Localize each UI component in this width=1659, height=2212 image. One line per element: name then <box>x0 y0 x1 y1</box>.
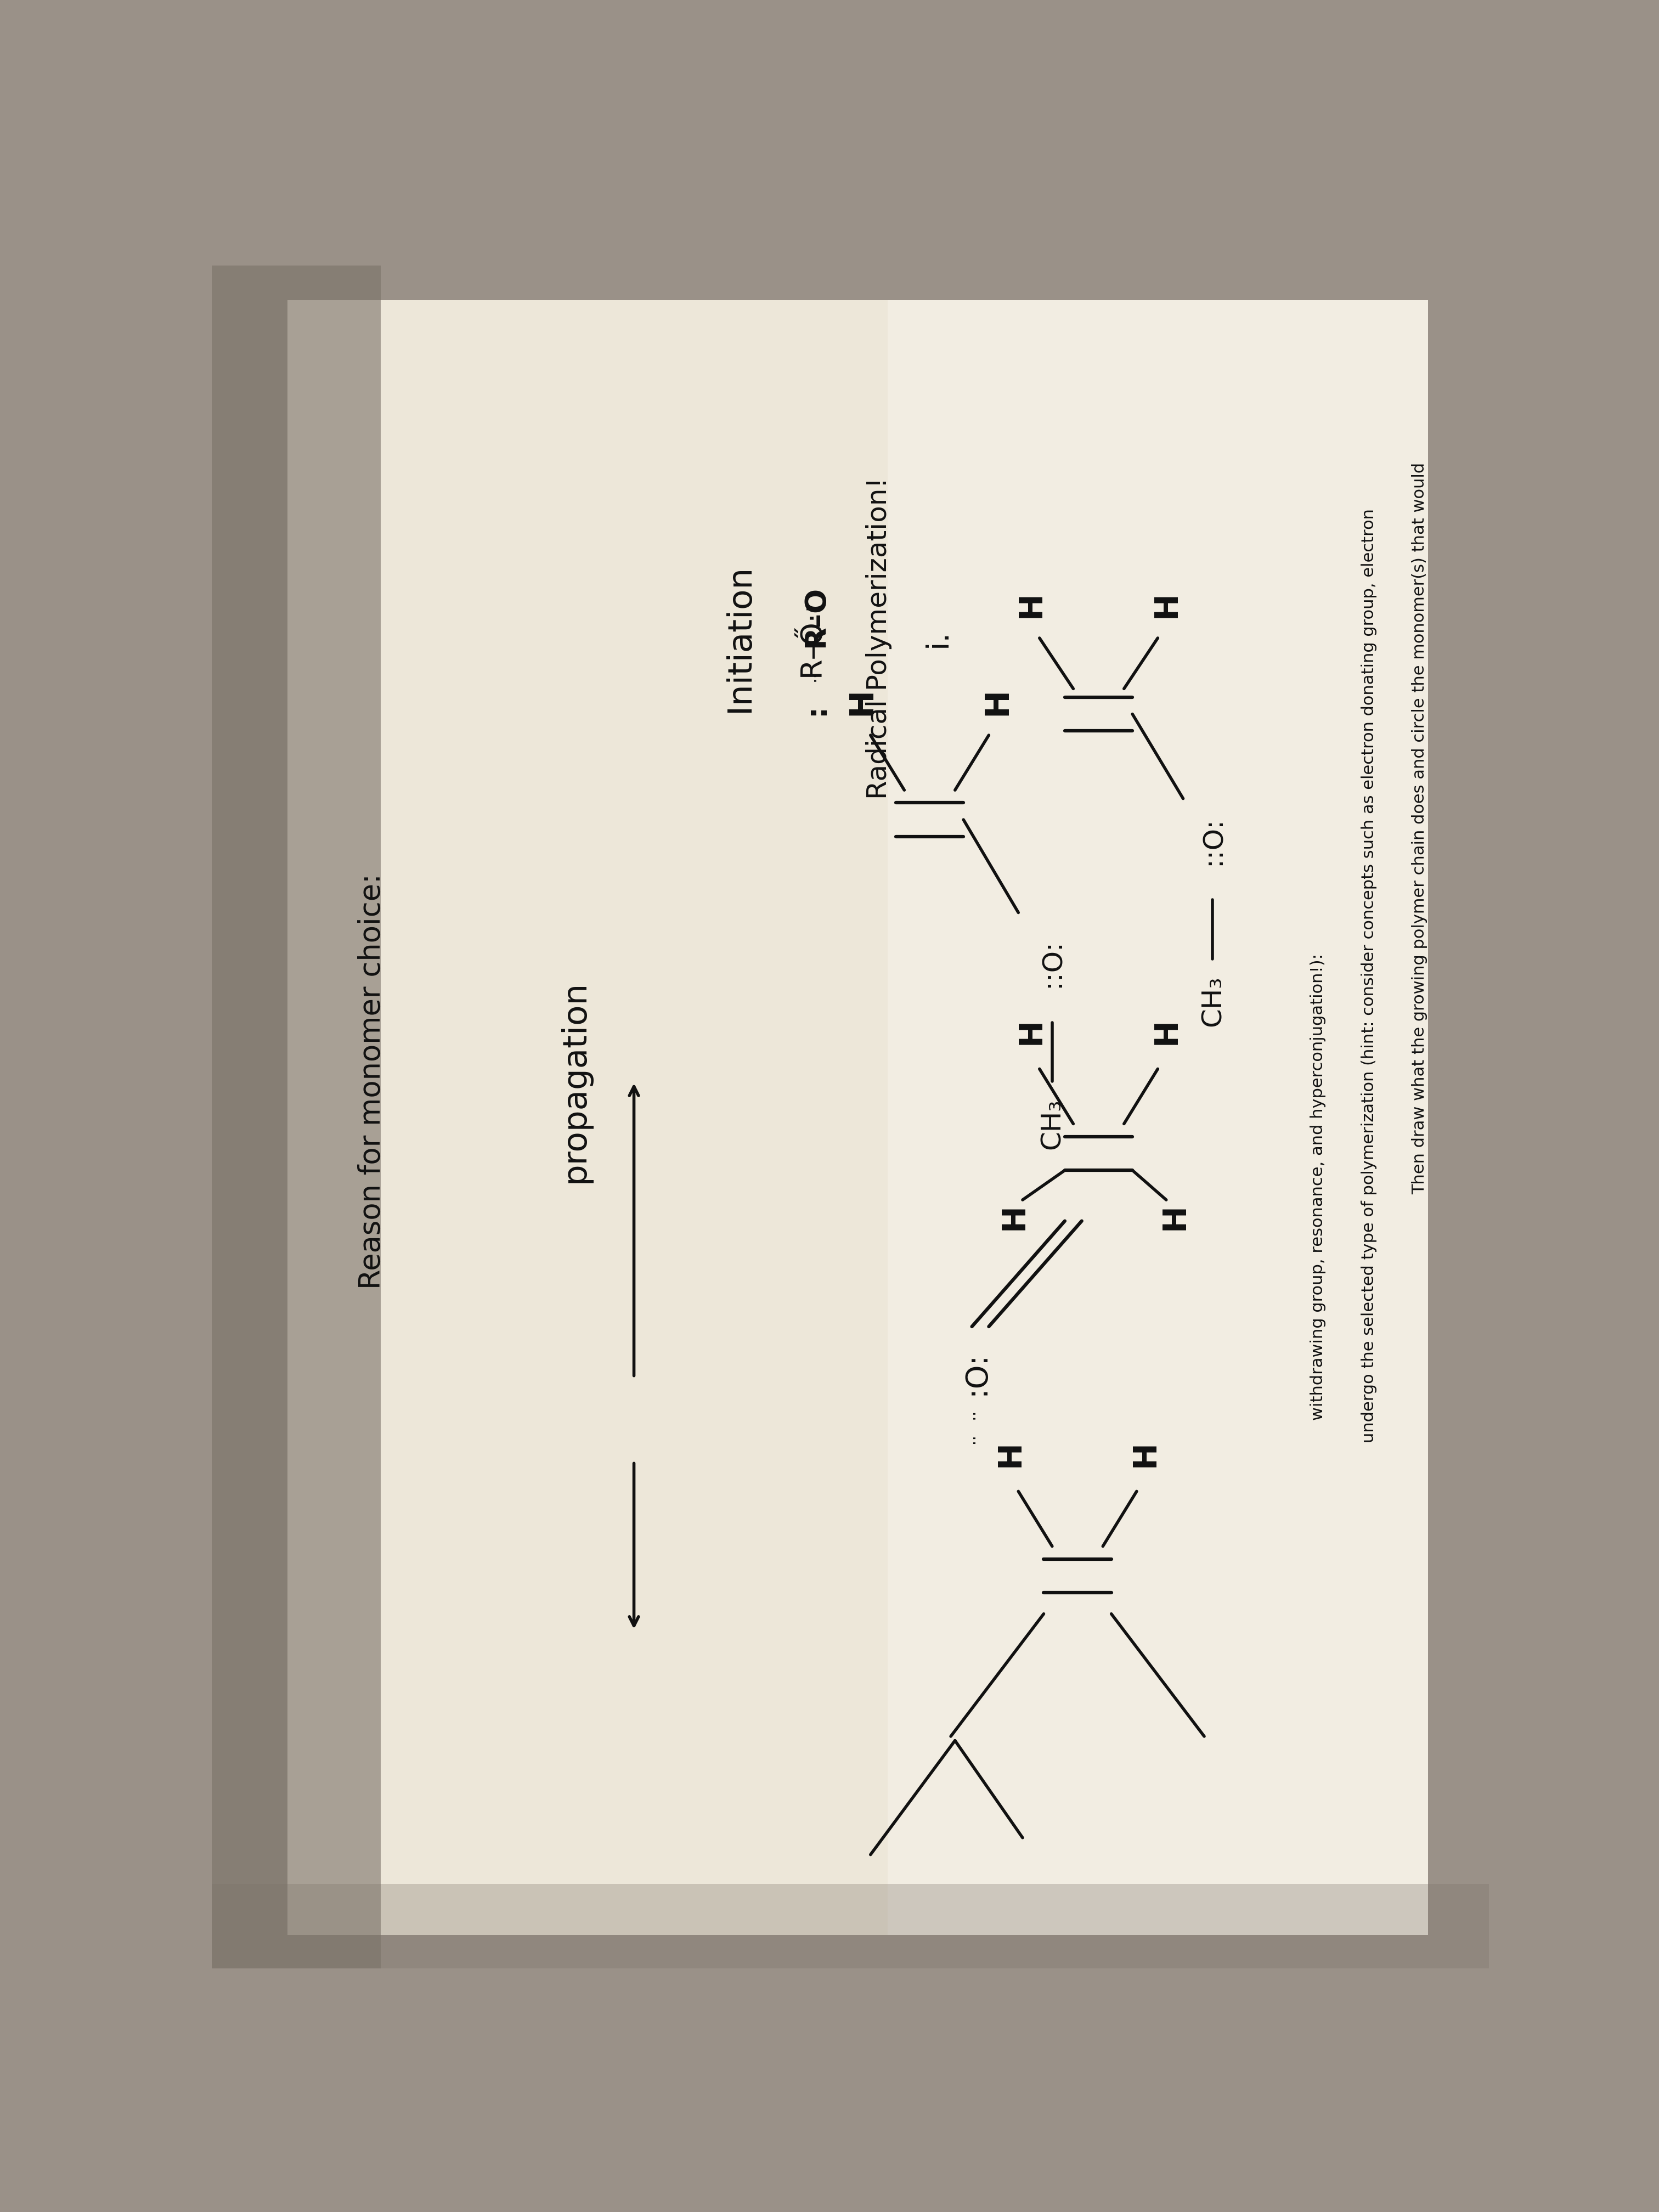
Text: ::O:: ::O: <box>1039 938 1065 989</box>
FancyBboxPatch shape <box>287 301 1428 1936</box>
Text: H: H <box>846 688 878 714</box>
Text: CH₃: CH₃ <box>1039 1099 1065 1150</box>
Text: i.: i. <box>924 628 952 648</box>
Text: H: H <box>1015 591 1047 617</box>
Text: :: : <box>801 703 830 717</box>
Text: undergo the selected type of polymerization (hint: consider concepts such as ele: undergo the selected type of polymerizat… <box>1360 509 1377 1442</box>
Text: H: H <box>1151 591 1181 617</box>
Text: Initiation: Initiation <box>723 564 757 712</box>
Text: Radical Polymerization!: Radical Polymerization! <box>866 478 893 799</box>
Text: H: H <box>1130 1440 1161 1467</box>
Text: R–Ő·:: R–Ő·: <box>796 599 826 677</box>
Text: H: H <box>994 1440 1025 1467</box>
Text: withdrawing group, resonance, and hyperconjugation!):: withdrawing group, resonance, and hyperc… <box>1311 953 1326 1420</box>
Text: ··: ·· <box>808 670 823 681</box>
FancyBboxPatch shape <box>888 301 1428 1936</box>
Text: :O:: :O: <box>961 1352 990 1396</box>
Text: ::O:: ::O: <box>1199 816 1226 865</box>
FancyBboxPatch shape <box>212 1885 1490 1969</box>
Text: H: H <box>1015 1018 1047 1044</box>
Text: R–O: R–O <box>801 586 830 648</box>
FancyBboxPatch shape <box>212 265 380 1969</box>
Text: H: H <box>999 1203 1030 1230</box>
Text: propagation: propagation <box>559 980 591 1183</box>
Text: Reason for monomer choice:: Reason for monomer choice: <box>358 874 387 1290</box>
Text: CH₃: CH₃ <box>1199 975 1226 1026</box>
Text: H: H <box>980 688 1014 714</box>
Text: Then draw what the growing polymer chain does and circle the monomer(s) that wou: Then draw what the growing polymer chain… <box>1412 462 1428 1194</box>
Text: H: H <box>1151 1018 1181 1044</box>
Text: ··   ··: ·· ·· <box>969 1411 984 1444</box>
Text: H: H <box>1160 1203 1190 1230</box>
